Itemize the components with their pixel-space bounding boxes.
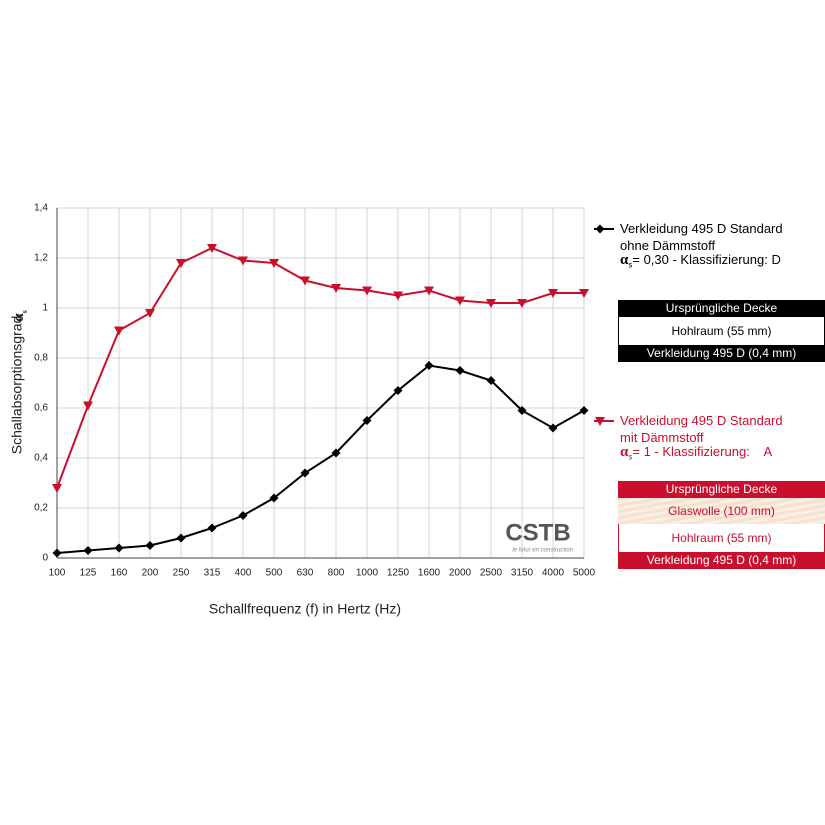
data-point bbox=[486, 376, 496, 385]
x-tick-label: 2000 bbox=[449, 568, 472, 579]
y-tick-label: 1,2 bbox=[34, 253, 48, 264]
layer-stack: Ursprüngliche Decke Glaswolle (100 mm) Hoh… bbox=[618, 481, 825, 569]
data-point bbox=[424, 361, 434, 370]
legend-marker bbox=[595, 417, 605, 426]
rating-subscript: s bbox=[628, 452, 633, 462]
layer: Verkleidung 495 D (0,4 mm) bbox=[618, 552, 825, 569]
x-tick-label: 400 bbox=[235, 568, 252, 579]
series-line bbox=[56, 364, 585, 554]
rating: αs= 0,30 - Klassifizierung: D bbox=[620, 252, 781, 270]
layer: Ursprüngliche Decke bbox=[618, 300, 825, 317]
data-point bbox=[269, 259, 279, 268]
x-tick-label: 800 bbox=[328, 568, 345, 579]
x-axis-title: Schallfrequenz (f) in Hertz (Hz) bbox=[209, 601, 401, 617]
x-tick-label: 160 bbox=[111, 568, 128, 579]
y-axis-symbol-char: α bbox=[11, 313, 27, 322]
y-tick-label: 1 bbox=[42, 303, 48, 314]
x-tick-label: 2500 bbox=[480, 568, 503, 579]
x-tick-label: 315 bbox=[204, 568, 221, 579]
x-tick-label: 1600 bbox=[418, 568, 441, 579]
data-point bbox=[486, 299, 496, 308]
rating-text: = 0,30 - Klassifizierung: D bbox=[632, 252, 781, 267]
data-point bbox=[517, 299, 527, 308]
x-tick-label: 100 bbox=[49, 568, 66, 579]
logo: CSTB bbox=[505, 519, 570, 546]
data-point bbox=[145, 309, 155, 318]
rating: αs= 1 - Klassifizierung: A bbox=[620, 444, 772, 462]
data-point bbox=[455, 366, 465, 375]
data-point bbox=[83, 401, 93, 411]
data-point bbox=[548, 289, 558, 298]
x-tick-label: 200 bbox=[142, 568, 159, 579]
data-point bbox=[114, 326, 124, 336]
data-point bbox=[145, 541, 155, 550]
x-tick-label: 630 bbox=[297, 568, 314, 579]
y-axis-symbol: αs bbox=[11, 310, 28, 322]
data-point bbox=[176, 533, 186, 543]
legend-label: Verkleidung 495 D Standard ohne Dämmstof… bbox=[620, 221, 783, 253]
layer: Hohlraum (55 mm) bbox=[618, 524, 825, 552]
x-tick-label: 4000 bbox=[542, 568, 565, 579]
x-tick-label: 1250 bbox=[387, 568, 410, 579]
data-point bbox=[424, 286, 434, 296]
rating-subscript: s bbox=[628, 260, 633, 270]
y-tick-label: 0 bbox=[42, 553, 48, 564]
layer: Hohlraum (55 mm) bbox=[618, 317, 825, 345]
data-point bbox=[300, 468, 310, 478]
data-point bbox=[52, 484, 62, 493]
data-point bbox=[517, 406, 527, 415]
y-tick-label: 0,8 bbox=[34, 353, 48, 364]
series-line bbox=[56, 246, 584, 489]
layer-stack: Ursprüngliche Decke Hohlraum (55 mm) Verkl… bbox=[618, 300, 825, 362]
y-tick-label: 0,2 bbox=[34, 503, 48, 514]
data-point bbox=[331, 284, 341, 293]
data-point bbox=[548, 423, 558, 433]
data-point bbox=[176, 259, 186, 268]
layer: Ursprüngliche Decke bbox=[618, 481, 825, 498]
data-point bbox=[331, 448, 341, 458]
x-tick-label: 125 bbox=[80, 568, 97, 579]
data-point bbox=[207, 244, 217, 253]
data-point bbox=[393, 291, 403, 301]
y-tick-label: 0,4 bbox=[34, 453, 48, 464]
data-point bbox=[52, 548, 62, 558]
data-point bbox=[269, 493, 279, 503]
data-point bbox=[238, 511, 248, 520]
data-point bbox=[207, 523, 217, 533]
y-axis-symbol-sub: s bbox=[20, 310, 29, 313]
layer: Verkleidung 495 D (0,4 mm) bbox=[618, 345, 825, 362]
data-point bbox=[238, 256, 248, 266]
data-point bbox=[579, 289, 589, 298]
rating-symbol: α bbox=[620, 444, 629, 460]
x-tick-label: 3150 bbox=[511, 568, 534, 579]
rating-text: = 1 - Klassifizierung: A bbox=[632, 444, 773, 459]
data-point bbox=[393, 386, 403, 395]
logo-tagline: le futur en construction bbox=[512, 548, 573, 554]
y-tick-label: 0,6 bbox=[34, 403, 48, 414]
layer: Glaswolle (100 mm) bbox=[618, 498, 825, 524]
y-axis-title: Schallabsorptionsgrad bbox=[9, 316, 25, 455]
x-tick-label: 5000 bbox=[573, 568, 596, 579]
legend-label: Verkleidung 495 D Standard mit Dämmstoff bbox=[620, 413, 783, 445]
y-tick-label: 1,4 bbox=[34, 203, 48, 214]
data-point bbox=[300, 276, 310, 286]
x-tick-label: 500 bbox=[266, 568, 283, 579]
data-point bbox=[362, 286, 372, 296]
x-tick-label: 1000 bbox=[356, 568, 379, 579]
legend-marker bbox=[595, 224, 605, 234]
rating-symbol: α bbox=[620, 252, 629, 268]
data-point bbox=[114, 543, 124, 553]
data-point bbox=[579, 406, 589, 415]
data-point bbox=[83, 546, 93, 555]
data-point bbox=[362, 416, 372, 425]
x-tick-label: 250 bbox=[173, 568, 190, 579]
data-point bbox=[455, 296, 465, 306]
